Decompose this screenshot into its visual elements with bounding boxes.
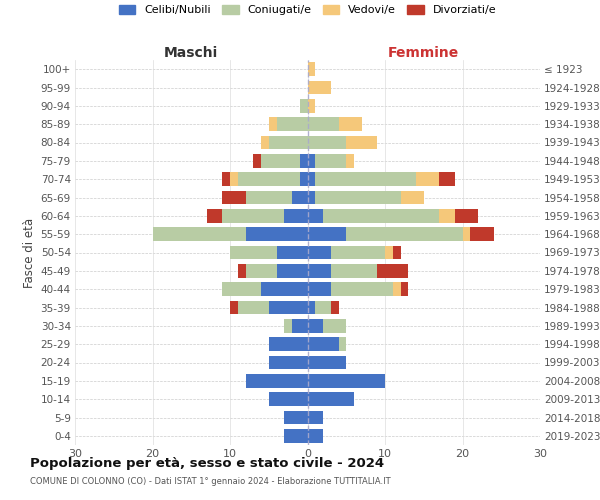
Bar (238, 300, 269, 314)
Bar (401, 190, 424, 204)
Bar (292, 190, 308, 204)
Text: Maschi: Maschi (164, 46, 218, 60)
Bar (308, 410, 323, 424)
Bar (222, 209, 284, 222)
Bar (308, 282, 331, 296)
Bar (315, 154, 346, 168)
Y-axis label: Fasce di età: Fasce di età (23, 218, 37, 288)
Text: COMUNE DI COLONNO (CO) - Dati ISTAT 1° gennaio 2024 - Elaborazione TUTTITALIA.IT: COMUNE DI COLONNO (CO) - Dati ISTAT 1° g… (30, 478, 391, 486)
Bar (439, 209, 455, 222)
Bar (222, 282, 261, 296)
Bar (401, 282, 408, 296)
Bar (284, 209, 308, 222)
Bar (308, 429, 323, 442)
Bar (308, 264, 331, 278)
Bar (308, 246, 331, 260)
Bar (323, 319, 346, 332)
Bar (308, 300, 315, 314)
Bar (269, 118, 277, 131)
Bar (346, 136, 377, 149)
Bar (253, 154, 261, 168)
Bar (308, 136, 346, 149)
Bar (207, 209, 222, 222)
Bar (269, 392, 308, 406)
Bar (455, 209, 478, 222)
Bar (245, 190, 292, 204)
Bar (261, 154, 300, 168)
Bar (308, 172, 315, 186)
Bar (300, 172, 308, 186)
Bar (308, 209, 323, 222)
Bar (308, 80, 331, 94)
Bar (315, 172, 416, 186)
Legend: Celibi/Nubili, Coniugati/e, Vedovi/e, Divorziati/e: Celibi/Nubili, Coniugati/e, Vedovi/e, Di… (114, 0, 501, 20)
Bar (230, 172, 238, 186)
Bar (245, 228, 308, 241)
Bar (222, 190, 245, 204)
Bar (308, 118, 338, 131)
Bar (308, 374, 385, 388)
Bar (393, 282, 401, 296)
Bar (331, 264, 377, 278)
Bar (308, 228, 346, 241)
Bar (277, 264, 308, 278)
Bar (284, 429, 308, 442)
Bar (269, 136, 308, 149)
Bar (338, 338, 346, 351)
Bar (277, 246, 308, 260)
Bar (385, 246, 393, 260)
Bar (331, 282, 393, 296)
Bar (284, 410, 308, 424)
Bar (308, 154, 315, 168)
Bar (308, 338, 338, 351)
Bar (393, 246, 401, 260)
Bar (377, 264, 408, 278)
Bar (308, 99, 315, 112)
Bar (416, 172, 439, 186)
Bar (230, 300, 238, 314)
Bar (284, 319, 292, 332)
Bar (300, 154, 308, 168)
Bar (308, 190, 315, 204)
Bar (315, 190, 401, 204)
Bar (315, 300, 331, 314)
Text: Popolazione per età, sesso e stato civile - 2024: Popolazione per età, sesso e stato civil… (30, 458, 384, 470)
Bar (277, 118, 308, 131)
Bar (152, 228, 245, 241)
Bar (292, 319, 308, 332)
Bar (300, 99, 308, 112)
Bar (308, 356, 346, 370)
Bar (470, 228, 493, 241)
Bar (269, 356, 308, 370)
Bar (338, 118, 362, 131)
Bar (308, 392, 354, 406)
Bar (261, 282, 308, 296)
Bar (269, 300, 308, 314)
Bar (269, 338, 308, 351)
Bar (346, 228, 463, 241)
Bar (245, 374, 308, 388)
Bar (439, 172, 455, 186)
Bar (230, 246, 277, 260)
Bar (222, 172, 230, 186)
Bar (308, 319, 323, 332)
Bar (308, 62, 315, 76)
Bar (463, 228, 470, 241)
Bar (331, 246, 385, 260)
Bar (346, 154, 354, 168)
Text: Femmine: Femmine (388, 46, 460, 60)
Bar (238, 172, 300, 186)
Bar (245, 264, 277, 278)
Bar (238, 264, 245, 278)
Bar (331, 300, 338, 314)
Bar (323, 209, 439, 222)
Bar (261, 136, 269, 149)
